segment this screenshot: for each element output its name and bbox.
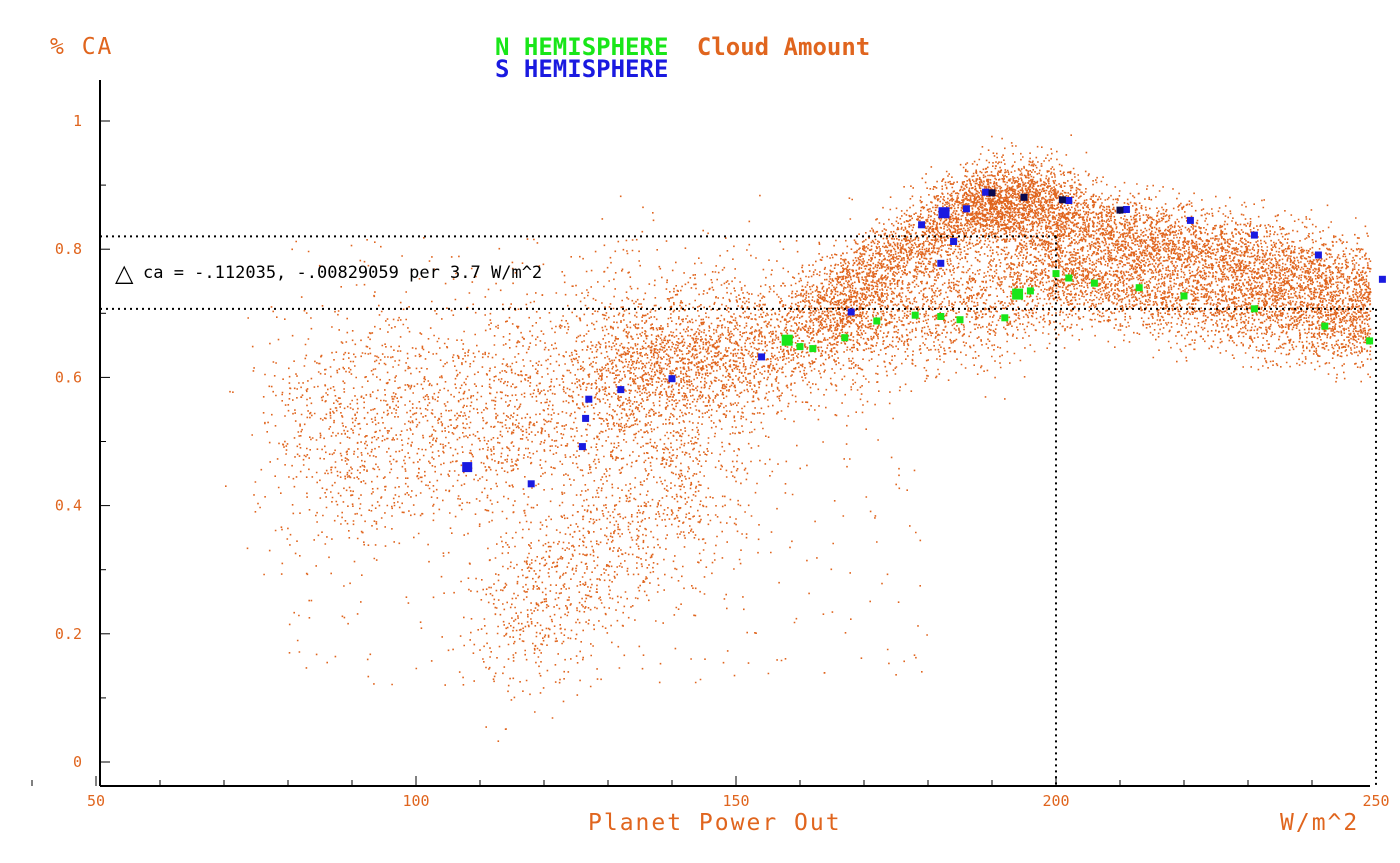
north-point [1366, 337, 1374, 345]
delta-symbol: △ [115, 259, 134, 287]
south-point [527, 480, 535, 488]
x-tick-label: 50 [87, 792, 105, 810]
y-axis-title: % CA [50, 34, 113, 60]
south-point [585, 395, 593, 403]
north-point [1052, 270, 1060, 278]
x-tick-label: 250 [1362, 792, 1389, 810]
south-point [1250, 231, 1258, 239]
y-tick-label: 0.6 [55, 368, 82, 386]
delta-annotation: ca = -.112035, -.00829059 per 3.7 W/m^2 [143, 263, 542, 283]
north-point [1026, 287, 1034, 295]
north-point [1001, 314, 1009, 322]
north-point [1135, 284, 1143, 292]
south-point [1314, 251, 1322, 259]
south-point [578, 443, 586, 451]
south-point [918, 221, 926, 229]
south-point [1065, 197, 1073, 204]
south-point [758, 353, 766, 361]
south-point [1122, 206, 1130, 213]
axes: 5010015020025030035000.20.40.60.81 [31, 80, 1390, 810]
north-point [937, 313, 945, 320]
north-point [841, 334, 849, 342]
south-point [950, 238, 958, 245]
background-point-cloud [225, 134, 1372, 742]
overlap-point [1020, 193, 1028, 201]
south-point [668, 375, 676, 383]
south-point [937, 259, 945, 267]
north-point [1250, 305, 1258, 313]
south-point [617, 386, 625, 394]
north-point [1180, 292, 1188, 300]
north-point [1012, 288, 1024, 300]
overlap-point [1116, 206, 1124, 214]
x-tick-label: 150 [722, 792, 749, 810]
y-tick-label: 0 [73, 753, 82, 771]
y-tick-label: 0.4 [55, 497, 82, 515]
y-tick-label: 0.8 [55, 240, 82, 258]
chart-title: N HEMISPHERE Cloud Amount [495, 33, 870, 61]
south-point [938, 207, 950, 219]
north-point [1321, 322, 1329, 330]
chart-subtitle: S HEMISPHERE [495, 55, 668, 83]
x-axis-unit: W/m^2 [1280, 810, 1359, 836]
overlap-point [1058, 196, 1066, 204]
y-tick-label: 1 [73, 112, 82, 130]
south-point [582, 414, 590, 422]
north-point [873, 317, 881, 325]
title-cloud: Cloud Amount [697, 33, 870, 61]
reference-lines [100, 235, 1377, 786]
x-tick-label: 100 [402, 792, 429, 810]
x-axis-title: Planet Power Out [588, 810, 842, 836]
series-markers [462, 188, 1386, 488]
south-point [1378, 275, 1386, 283]
south-point [982, 188, 990, 196]
south-point [847, 308, 855, 316]
north-point [809, 345, 817, 353]
north-point [1090, 279, 1098, 287]
point-cloud-dots [225, 134, 1372, 742]
overlap-point [988, 189, 996, 197]
north-point [911, 311, 919, 319]
north-point [1065, 274, 1073, 282]
y-tick-label: 0.2 [55, 625, 82, 643]
north-point [956, 316, 964, 324]
south-point [462, 462, 473, 473]
south-point [1186, 216, 1194, 224]
x-tick-label: 200 [1042, 792, 1069, 810]
north-point [796, 343, 804, 351]
north-point [781, 334, 793, 346]
south-point [962, 205, 970, 213]
title-north: N HEMISPHERE [495, 33, 668, 61]
